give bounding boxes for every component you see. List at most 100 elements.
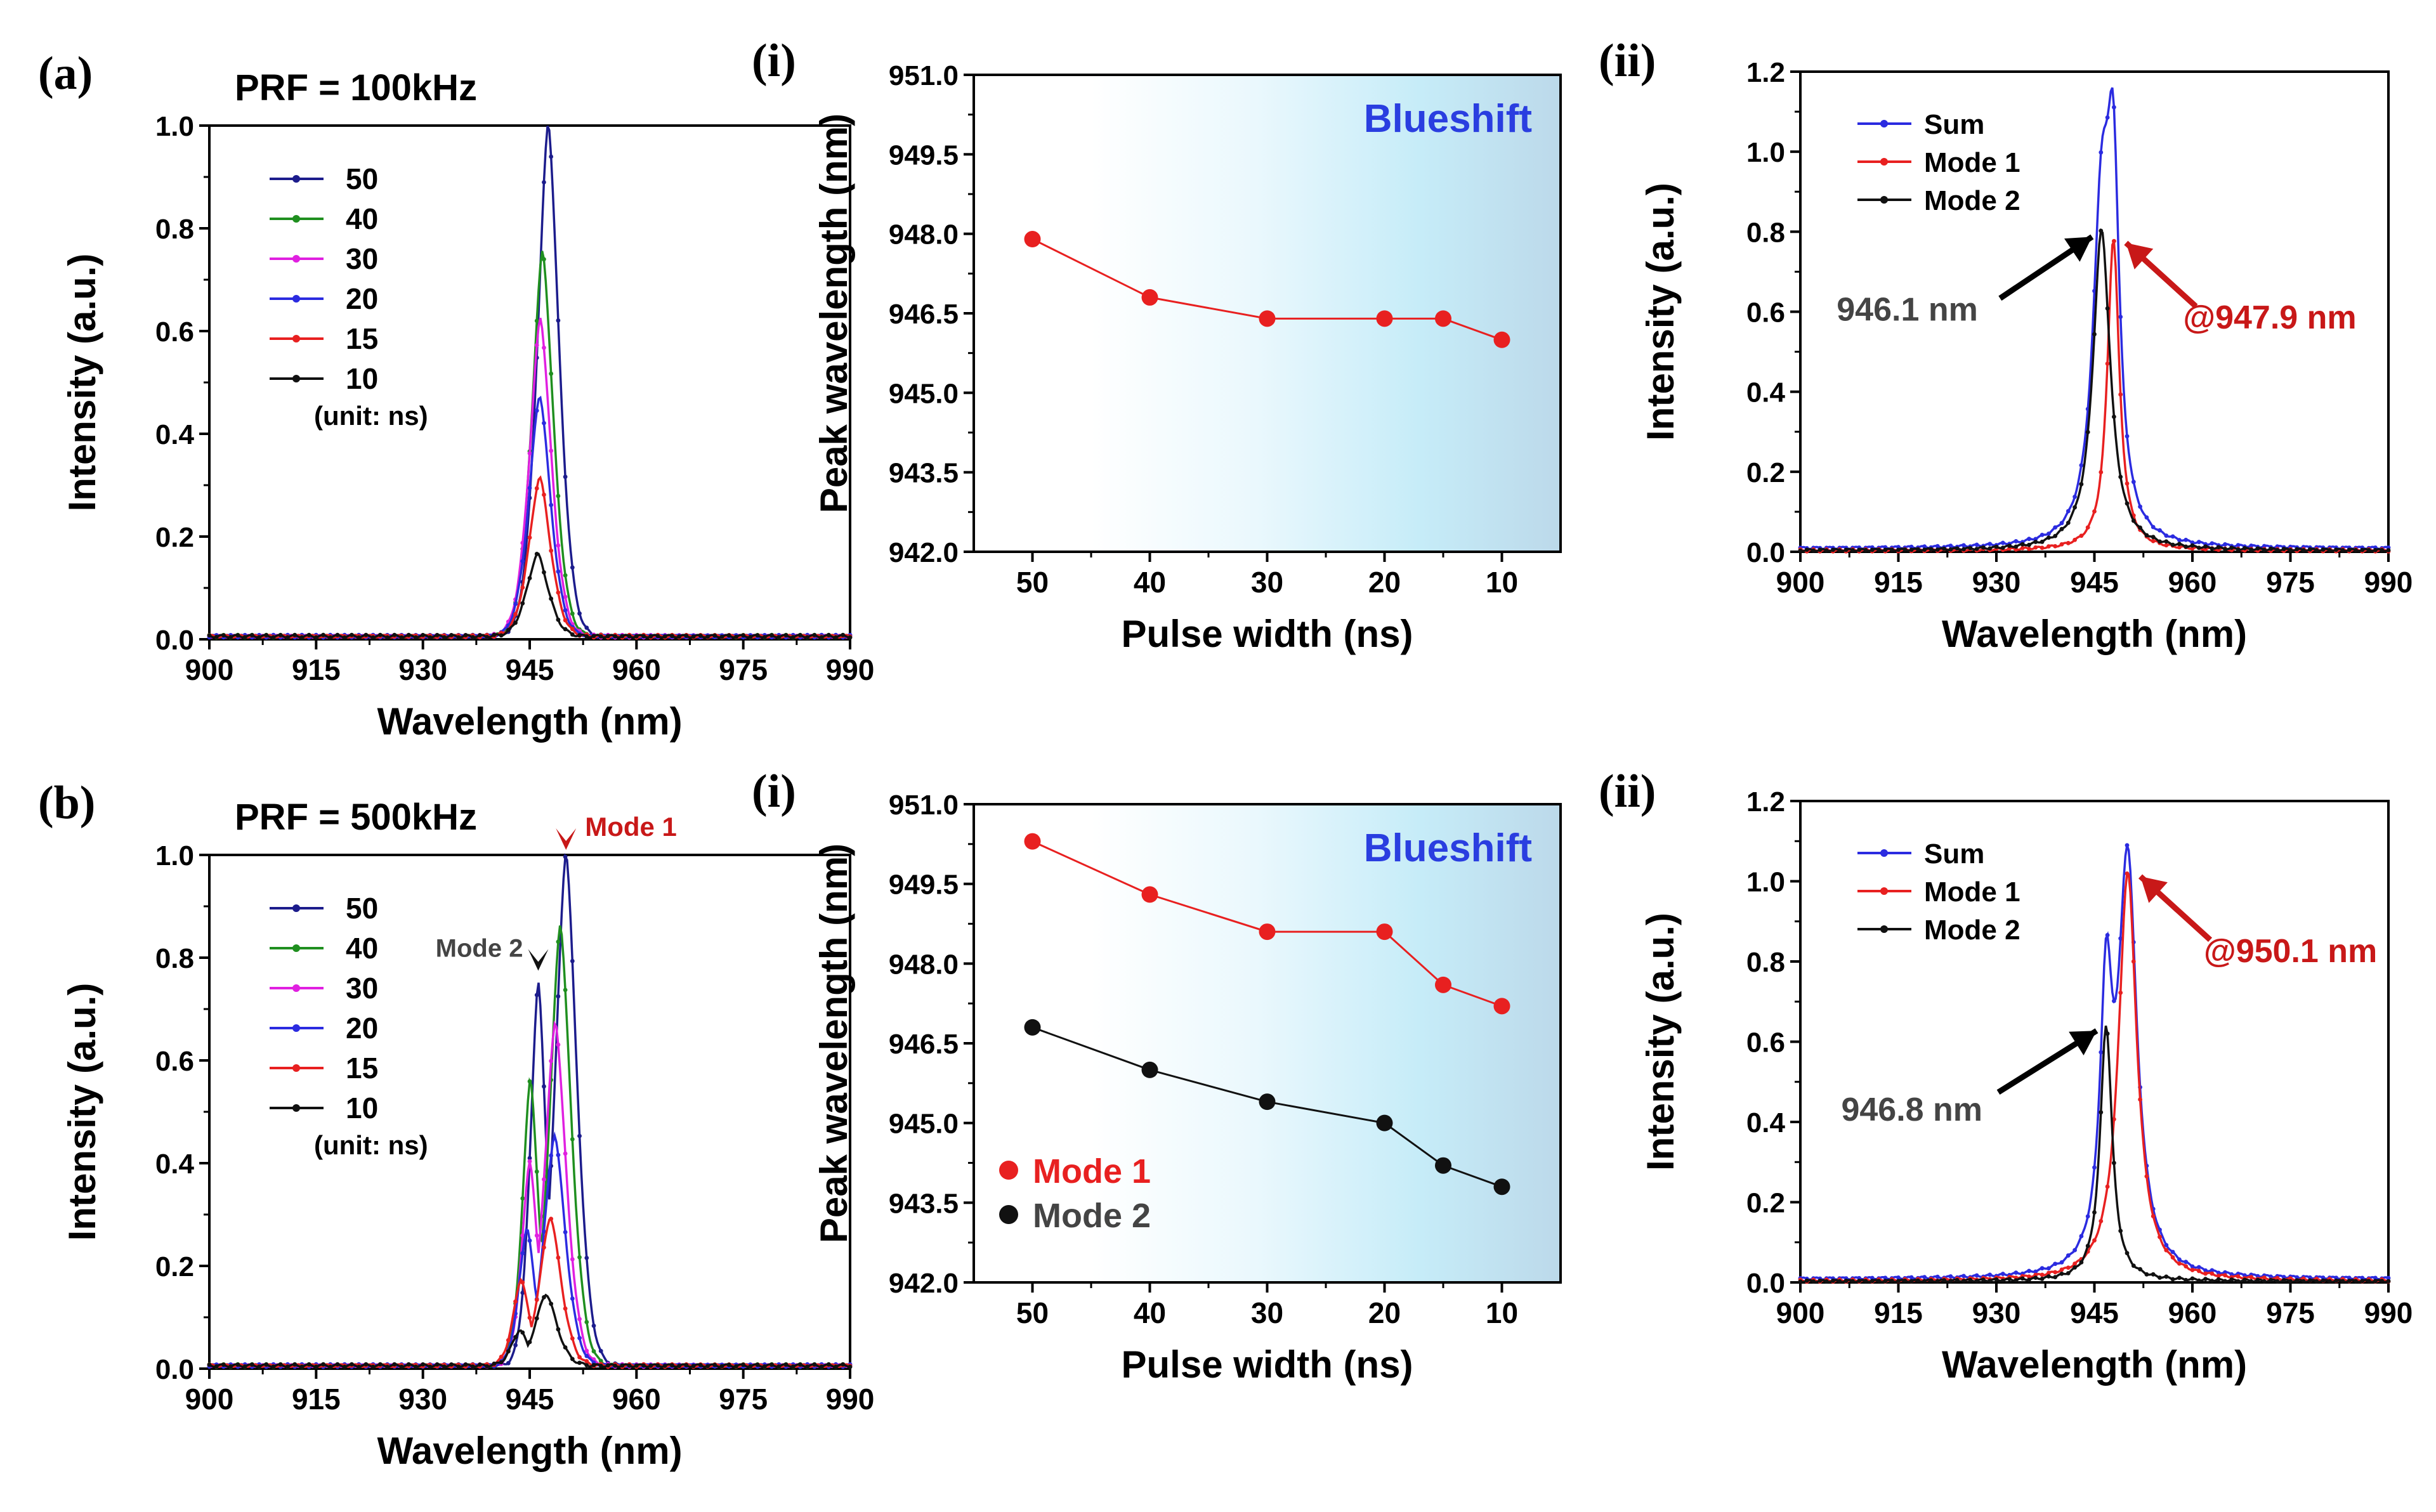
panel-b_ii: 900 915 930 945 960 975 990 0.0 0.2 0.4 0.6 0.8 1.0 1… [1599, 766, 2413, 1386]
series-mode-2 [1798, 1026, 2391, 1284]
y-tick-label: 0.0 [155, 1354, 194, 1385]
spectrum-marker [719, 1364, 724, 1369]
spectrum-marker [755, 1362, 760, 1367]
spectrum-marker [1922, 1275, 1927, 1279]
y-tick-label: 0.4 [1746, 377, 1786, 408]
spectrum-marker [2059, 521, 2064, 526]
x-tick-label: 10 [1486, 1296, 1518, 1329]
spectrum-marker [563, 1230, 568, 1235]
spectrum-marker [570, 565, 575, 570]
spectrum-marker [2288, 1276, 2293, 1281]
spectrum-marker [435, 1362, 440, 1367]
spectrum-marker [513, 1299, 518, 1304]
spectrum-marker [214, 1364, 219, 1369]
spectrum-marker [549, 596, 554, 601]
spectrum-marker [734, 1364, 738, 1369]
spectrum-marker [392, 632, 397, 637]
spectrum-marker [2059, 1267, 2064, 1272]
spectrum-marker [1942, 546, 1947, 551]
spectrum-marker [2151, 1214, 2156, 1218]
spectrum-marker [691, 1364, 696, 1369]
spectrum-marker [2092, 1210, 2097, 1215]
spectrum-marker [228, 1364, 233, 1369]
spectrum-marker [556, 994, 561, 999]
legend-entry: 10 [346, 362, 378, 395]
spectrum-marker [726, 633, 731, 638]
spectrum-marker [1948, 544, 1953, 548]
x-tick-label: 930 [398, 1383, 447, 1416]
spectrum-marker [2262, 1275, 2267, 1280]
spectrum-marker [363, 1362, 369, 1367]
spectrum-marker [527, 1156, 532, 1161]
legend-entry: Mode 2 [1924, 185, 2020, 216]
series-50 [207, 852, 853, 1369]
spectrum-marker [2196, 545, 2201, 551]
spectrum-marker [399, 1364, 404, 1369]
spectrum-marker [655, 1363, 660, 1368]
x-tick-label: 990 [2364, 566, 2413, 599]
spectrum-marker [1955, 546, 1960, 551]
spectrum-marker [527, 1339, 532, 1345]
spectrum-marker [556, 1327, 561, 1332]
spectrum-marker [278, 1362, 283, 1367]
spectrum-marker [812, 632, 817, 637]
spectrum-marker [2027, 542, 2031, 547]
spectrum-marker [2327, 548, 2332, 552]
spectrum-marker [235, 1362, 240, 1367]
arrow-black-head [2069, 1031, 2097, 1056]
spectrum-marker [2073, 505, 2078, 510]
legend-swatch-marker [292, 255, 300, 263]
spectrum-marker [456, 1364, 461, 1369]
spectrum-marker [2131, 479, 2136, 485]
spectrum-marker [1916, 547, 1920, 552]
axes-frame [208, 124, 851, 641]
spectrum-marker [207, 1362, 212, 1367]
spectrum-marker [306, 1362, 311, 1367]
spectrum-marker [2255, 1277, 2260, 1282]
spectrum-marker [1981, 1277, 1986, 1282]
spectrum-marker [2295, 547, 2300, 552]
spectrum-marker [2014, 1270, 2019, 1275]
x-tick-label: 975 [719, 653, 768, 686]
spectrum-marker [549, 1153, 554, 1158]
y-tick-label: 1.0 [155, 111, 194, 142]
spectrum-marker [2347, 1275, 2352, 1281]
spectrum-marker [2216, 1274, 2221, 1279]
spectrum-marker [2099, 470, 2104, 474]
spectrum-marker [2151, 525, 2156, 530]
spectrum-marker [2373, 1275, 2378, 1281]
spectrum-marker [370, 635, 376, 640]
spectrum-marker [2269, 1277, 2274, 1282]
series-mode-2 [1798, 228, 2391, 553]
spectrum-marker [2144, 1174, 2149, 1179]
spectrum-marker [2151, 535, 2156, 540]
spectrum-marker [470, 1364, 475, 1369]
spectrum-marker [306, 632, 311, 637]
spectrum-marker [2295, 1275, 2300, 1280]
x-axis-label: Wavelength (nm) [1942, 1343, 2247, 1386]
annotation-label: Mode 1 [585, 812, 677, 842]
spectrum-marker [2190, 1264, 2195, 1269]
spectrum-marker [1961, 547, 1966, 552]
spectrum-marker [264, 1362, 269, 1367]
spectrum-marker [591, 1323, 596, 1328]
spectrum-marker [328, 1364, 333, 1369]
spectrum-marker [385, 635, 390, 640]
spectrum-marker [584, 1320, 589, 1324]
spectrum-marker [435, 632, 440, 637]
spectrum-marker [570, 611, 575, 616]
spectrum-marker [2327, 1279, 2332, 1284]
spectrum-marker [2059, 1271, 2064, 1276]
spectrum-marker [549, 1301, 554, 1307]
spectrum-marker [2386, 1275, 2391, 1281]
spectrum-marker [834, 635, 838, 640]
spectrum-marker [2158, 1275, 2162, 1280]
spectrum-marker [2040, 545, 2045, 551]
spectrum-marker [1987, 1272, 1993, 1277]
spectrum-marker [1824, 548, 1829, 553]
spectrum-marker [2177, 538, 2182, 542]
spectrum-curve [1800, 1026, 2389, 1284]
spectrum-marker [1824, 1279, 1829, 1284]
spectrum-marker [2334, 547, 2339, 552]
spectrum-marker [2105, 306, 2110, 311]
